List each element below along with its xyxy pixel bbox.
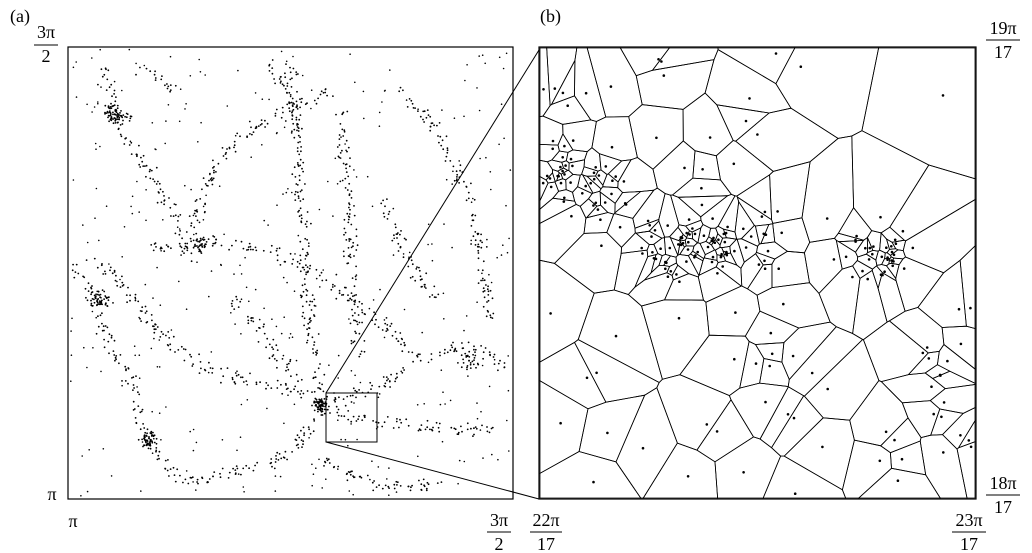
panel-b-ytick-top-denominator: 17 [994,42,1012,62]
panel-b-label: (b) [540,6,561,27]
panel-b-ytick-bottom-denominator: 17 [994,497,1012,517]
panel-b-xtick-left-denominator: 17 [537,534,555,553]
panel-a-ytick-top-denominator: 2 [42,46,51,66]
panel-a-frame [67,46,514,500]
panel-a-ytick-top-numerator: 3π [37,22,55,42]
panel-a-xtick-right-numerator: 3π [490,510,508,530]
zoom-connector-bottom [325,441,540,500]
panel-a-xtick-left: π [68,511,77,531]
panel-a-ytick-bottom: π [47,484,56,504]
panel-a-label: (a) [10,6,30,27]
zoom-connector-top [325,49,540,394]
panel-b-xtick-left-numerator: 22π [532,510,559,530]
panel-b-ytick-bottom-numerator: 18π [989,473,1016,493]
panel-b-xtick-right-numerator: 23π [955,510,982,530]
panel-b-voronoi-tessellation [539,47,976,499]
panel-b-xtick-right-denominator: 17 [960,534,978,553]
panel-b-frame [538,46,977,500]
panel-a-particle-scatter [70,48,512,497]
panel-a-xtick-right-denominator: 2 [495,534,504,553]
panel-b-ytick-top-numerator: 19π [989,18,1016,38]
zoom-region-box [325,392,378,443]
panel-b-particle-points [541,52,973,496]
